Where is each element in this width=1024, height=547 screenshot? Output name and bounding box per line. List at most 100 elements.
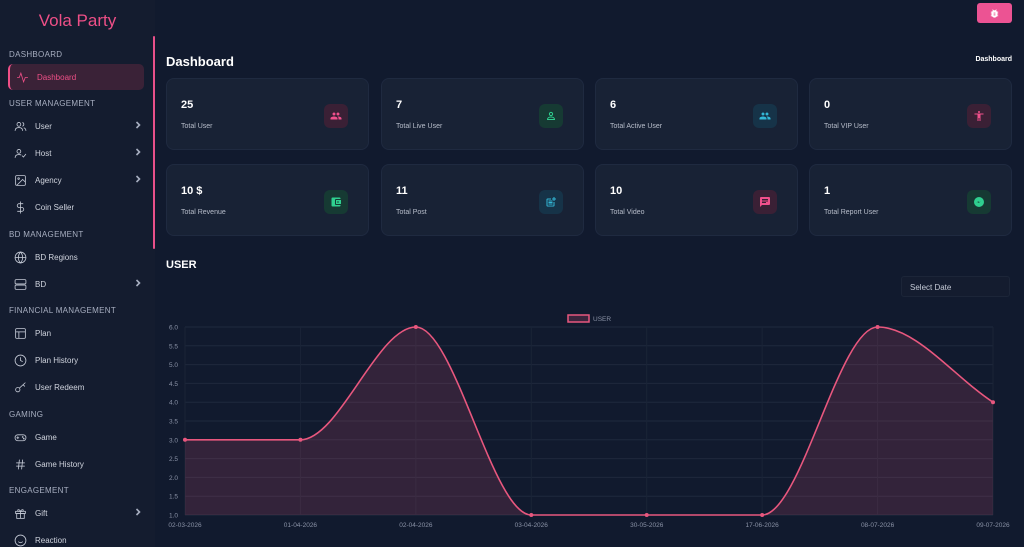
stat-card[interactable]: 7 Total Live User — [381, 78, 584, 150]
sidebar-item-label: Dashboard — [37, 72, 77, 82]
legend-swatch — [567, 314, 590, 323]
sidebar-item-agency[interactable]: Agency — [8, 167, 144, 193]
data-point — [529, 513, 534, 517]
chevron-right-icon — [134, 508, 142, 516]
stat-label: Total Video — [610, 209, 645, 216]
sidebar-item-label: Gift — [35, 508, 48, 518]
messenger-icon — [967, 190, 991, 214]
chevron-right-icon — [134, 148, 142, 156]
sidebar-item-plan[interactable]: Plan — [8, 320, 144, 346]
sidebar-item-bd-regions[interactable]: BD Regions — [8, 244, 144, 270]
stat-card[interactable]: 10 Total Video — [595, 164, 798, 236]
stat-value: 6 — [610, 99, 617, 111]
sidebar-item-reaction[interactable]: Reaction — [8, 527, 144, 547]
stat-value: 1 — [824, 185, 831, 197]
sidebar-item-label: User — [35, 121, 52, 131]
x-tick-label: 02-04-2026 — [399, 522, 433, 529]
stat-card[interactable]: 10 $ Total Revenue — [166, 164, 369, 236]
sidebar-item-label: Game — [35, 432, 57, 442]
sidebar-section-title: BD MANAGEMENT — [9, 230, 84, 239]
debug-button[interactable] — [977, 3, 1012, 23]
y-tick-label: 3.0 — [169, 437, 178, 444]
sidebar-item-game[interactable]: Game — [8, 424, 144, 450]
message-icon — [753, 190, 777, 214]
y-tick-label: 5.5 — [169, 343, 178, 350]
data-point — [183, 437, 187, 442]
data-point — [298, 437, 303, 442]
user-check-icon — [13, 146, 27, 160]
stat-value: 0 — [824, 99, 831, 111]
stat-card[interactable]: 11 Total Post — [381, 164, 584, 236]
stat-label: Total Post — [396, 209, 427, 216]
chevron-right-icon — [134, 175, 142, 183]
sidebar-item-gift[interactable]: Gift — [8, 500, 144, 526]
key-icon — [13, 380, 27, 394]
stat-value: 11 — [396, 185, 408, 197]
stat-value: 25 — [181, 99, 194, 111]
sidebar-item-label: Reaction — [35, 535, 67, 545]
y-tick-label: 2.5 — [169, 456, 178, 463]
post-add-icon — [539, 190, 563, 214]
legend-label: USER — [593, 316, 611, 323]
user-chart: 1.0 1.5 2.0 2.5 3.0 3.5 4.0 4.5 5.0 5.5 6.0 02-03-2… — [168, 314, 1010, 529]
stat-card[interactable]: 1 Total Report User — [809, 164, 1012, 236]
stat-card[interactable]: 0 Total VIP User — [809, 78, 1012, 150]
y-tick-label: 4.0 — [169, 400, 178, 407]
sidebar: Vola Party DASHBOARD Dashboard USER MANAGE… — [0, 0, 155, 547]
user-section-title: USER — [166, 259, 197, 271]
sidebar-section-title: DASHBOARD — [9, 50, 63, 59]
wallet-icon — [324, 190, 348, 214]
x-tick-label: 02-03-2026 — [168, 522, 202, 529]
series-line — [185, 326, 994, 516]
breadcrumb[interactable]: Dashboard — [975, 56, 1012, 63]
x-tick-label: 09-07-2026 — [976, 522, 1010, 529]
sidebar-item-label: Plan History — [35, 355, 79, 365]
user-icon — [539, 104, 563, 128]
gift-icon — [13, 506, 27, 520]
stat-card[interactable]: 25 Total User — [166, 78, 369, 150]
server-icon — [13, 277, 27, 291]
x-tick-label: 17-06-2026 — [746, 522, 780, 529]
hash-icon — [13, 457, 27, 471]
sidebar-item-dashboard[interactable]: Dashboard — [8, 64, 144, 90]
stat-label: Total Revenue — [181, 209, 226, 216]
sidebar-scrollbar[interactable] — [153, 36, 155, 249]
data-point — [875, 325, 880, 329]
sidebar-item-user-redeem[interactable]: User Redeem — [8, 374, 144, 400]
sidebar-item-coin-seller[interactable]: Coin Seller — [8, 194, 144, 220]
sidebar-item-label: BD Regions — [35, 252, 78, 262]
data-point — [413, 325, 418, 329]
date-picker-input[interactable]: Select Date — [901, 276, 1010, 297]
sidebar-item-bd[interactable]: BD — [8, 271, 144, 297]
sidebar-item-game-history[interactable]: Game History — [8, 451, 144, 477]
x-tick-label: 30-05-2026 — [630, 522, 664, 529]
stat-label: Total Live User — [396, 123, 443, 130]
stat-card[interactable]: 6 Total Active User — [595, 78, 798, 150]
sidebar-item-label: BD — [35, 279, 47, 289]
sidebar-item-label: Game History — [35, 459, 84, 469]
users-icon — [753, 104, 777, 128]
y-tick-label: 3.5 — [169, 419, 178, 426]
brand-logo[interactable]: Vola Party — [38, 11, 117, 30]
smile-icon — [13, 533, 27, 547]
y-tick-label: 1.5 — [169, 494, 178, 501]
gamepad-icon — [13, 430, 27, 444]
globe-icon — [13, 250, 27, 264]
stat-label: Total User — [181, 123, 213, 130]
y-tick-label: 2.0 — [169, 475, 178, 482]
data-point — [991, 400, 995, 405]
chevron-right-icon — [134, 121, 142, 129]
sidebar-section-title: USER MANAGEMENT — [9, 99, 96, 108]
stat-label: Total Report User — [824, 209, 879, 216]
series-area — [185, 327, 993, 515]
sidebar-item-label: Host — [35, 148, 52, 158]
dollar-icon — [13, 200, 27, 214]
y-tick-label: 1.0 — [169, 513, 178, 520]
sidebar-item-host[interactable]: Host — [8, 140, 144, 166]
sidebar-item-label: User Redeem — [35, 382, 85, 392]
sidebar-item-user[interactable]: User — [8, 113, 144, 139]
layout-icon — [13, 326, 27, 340]
x-tick-label: 01-04-2026 — [284, 522, 318, 529]
sidebar-item-plan-history[interactable]: Plan History — [8, 347, 144, 373]
clock-icon — [13, 353, 27, 367]
